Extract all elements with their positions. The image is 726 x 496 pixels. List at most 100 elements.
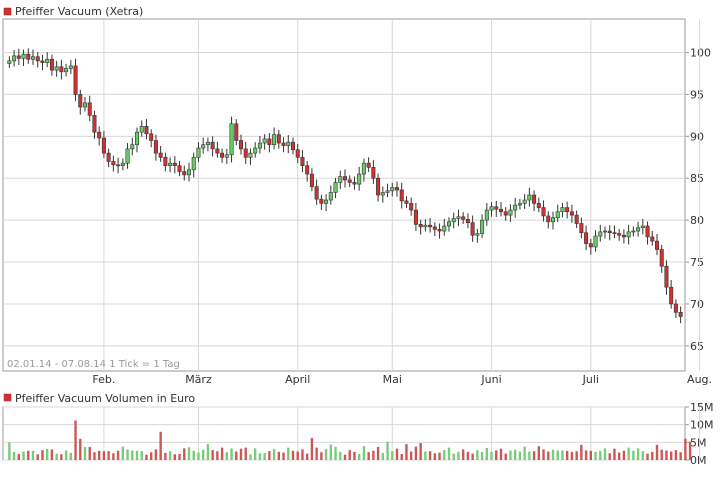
volume-bar	[282, 452, 285, 460]
volume-bar	[159, 431, 162, 460]
x-tick-label: März	[185, 373, 212, 386]
price-y-tick-label: 90	[690, 130, 704, 143]
candle-body	[338, 176, 343, 183]
volume-bar	[405, 444, 408, 460]
candle-body	[565, 207, 570, 213]
candle-body	[437, 229, 442, 232]
volume-bar	[556, 450, 559, 460]
candle-body	[120, 162, 125, 166]
volume-bar	[490, 451, 493, 460]
volume-bar	[131, 450, 134, 460]
candle-body	[342, 176, 348, 181]
candle-body	[465, 219, 470, 223]
volume-bar	[400, 453, 403, 460]
volume-bar	[206, 444, 210, 460]
candle-body	[26, 53, 31, 60]
volume-bar	[145, 454, 148, 460]
candle-body	[300, 156, 305, 166]
candle-body	[35, 56, 40, 62]
volume-bar	[410, 451, 413, 460]
volume-bar	[566, 450, 569, 460]
volume-bar	[651, 451, 654, 460]
volume-bar	[168, 451, 172, 460]
candle-body	[394, 187, 400, 191]
candle-body	[111, 161, 116, 166]
volume-bar	[424, 451, 427, 460]
volume-bar	[17, 453, 20, 460]
candle-body	[612, 232, 617, 235]
candle-body	[205, 141, 210, 146]
candle-body	[678, 312, 683, 317]
candle-body	[186, 169, 192, 176]
volume-bar	[528, 451, 531, 460]
volume-bar	[447, 447, 451, 460]
candle-body	[220, 152, 225, 158]
volume-bar	[580, 444, 583, 460]
candle-body	[650, 236, 655, 242]
candle-body	[593, 235, 598, 248]
volume-bar	[443, 450, 446, 460]
volume-bar	[636, 448, 640, 460]
price-y-tick-label: 100	[690, 47, 711, 60]
candle-body	[139, 125, 144, 133]
candle-body	[508, 209, 513, 216]
candle-body	[550, 217, 556, 223]
volume-bar	[154, 449, 158, 460]
candle-body	[371, 167, 376, 179]
candle-body	[522, 199, 527, 204]
candle-body	[598, 231, 603, 237]
candle-body	[7, 60, 12, 64]
candle-body	[442, 225, 447, 232]
volume-bar	[655, 444, 659, 460]
volume-bar	[532, 451, 536, 460]
candle-body	[116, 164, 121, 167]
volume-bar	[433, 453, 436, 460]
volume-bar	[254, 448, 257, 460]
volume-bar	[22, 451, 25, 460]
volume-y-tick-label: 15M	[690, 401, 714, 414]
candle-body	[130, 144, 135, 150]
candle-body	[432, 226, 437, 230]
candle-body	[617, 233, 622, 236]
candle-body	[380, 192, 385, 196]
candle-body	[125, 148, 130, 164]
volume-bar	[670, 451, 673, 460]
volume-bar	[102, 451, 106, 460]
volume-y-tick-label: 5M	[690, 436, 707, 449]
candle-body	[361, 162, 366, 175]
candle-body	[68, 65, 73, 69]
candle-body	[480, 219, 485, 234]
volume-y-tick-label: 10M	[690, 419, 714, 432]
candle-body	[276, 134, 281, 144]
volume-bar	[211, 450, 214, 460]
volume-bar	[31, 450, 35, 460]
volume-bar	[12, 451, 16, 460]
volume-bar	[324, 449, 328, 460]
volume-bar	[197, 452, 200, 460]
candle-body	[172, 162, 177, 166]
volume-bar	[225, 452, 228, 460]
candle-body	[182, 171, 187, 176]
candle-body	[413, 209, 418, 225]
candle-body	[498, 208, 504, 213]
volume-bar	[187, 447, 191, 460]
volume-bar	[462, 449, 465, 460]
candle-body	[546, 215, 551, 223]
candle-body	[64, 68, 69, 73]
volume-bar	[485, 447, 488, 460]
volume-bar	[83, 446, 87, 460]
volume-bar	[36, 454, 39, 460]
candle-body	[409, 203, 414, 211]
candle-body	[144, 125, 149, 135]
candle-body	[149, 133, 154, 141]
candle-body	[168, 162, 173, 166]
candle-body	[319, 198, 324, 204]
candle-body	[588, 243, 593, 248]
volume-bar	[263, 452, 266, 460]
candle-body	[404, 200, 409, 204]
candle-body	[494, 206, 499, 210]
volume-bar	[306, 453, 309, 460]
volume-bar	[376, 446, 380, 460]
candle-body	[30, 56, 36, 60]
